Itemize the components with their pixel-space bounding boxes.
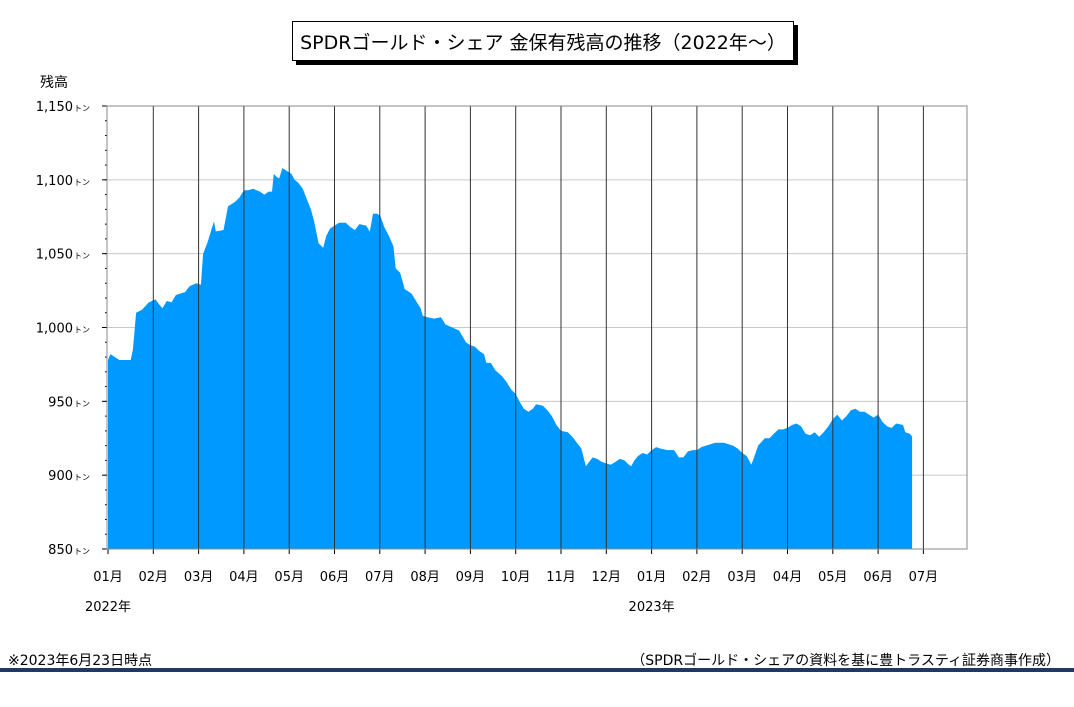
vertical-gridlines	[152, 106, 924, 549]
x-tick-label: 09月	[456, 570, 486, 585]
y-tick-label: 950	[48, 395, 73, 410]
x-tick-label: 07月	[909, 570, 939, 585]
x-tick-label: 07月	[365, 570, 395, 585]
year-label: 2022年	[85, 600, 131, 615]
x-tick-label: 05月	[274, 570, 304, 585]
y-tick-unit: トン	[74, 473, 90, 482]
chart-title-text: SPDRゴールド・シェア 金保有残高の推移（2022年～）	[300, 31, 786, 54]
x-tick-label: 12月	[592, 570, 622, 585]
x-tick-label: 03月	[184, 570, 214, 585]
y-tick-label: 1,100	[36, 174, 73, 189]
x-tick-label: 01月	[637, 570, 667, 585]
y-tick-unit: トン	[74, 399, 90, 408]
x-tick-label: 01月	[93, 570, 123, 585]
x-tick-label: 06月	[320, 570, 350, 585]
y-tick-label: 1,050	[36, 248, 73, 263]
x-axis-ticks: 01月 02月 03月 04月 05月 06月 07月 08月 09月 10月 11月 12月 01月 0…	[85, 549, 938, 615]
y-tick-unit: トン	[74, 252, 90, 261]
y-tick-unit: トン	[74, 326, 90, 335]
bottom-divider	[0, 668, 1074, 672]
holdings-area	[108, 168, 913, 549]
y-tick-unit: トン	[74, 178, 90, 187]
x-tick-label: 03月	[727, 570, 757, 585]
x-tick-label: 10月	[501, 570, 531, 585]
y-tick-label: 1,000	[36, 322, 73, 337]
y-tick-unit: トン	[74, 104, 90, 113]
x-tick-label: 08月	[410, 570, 440, 585]
y-tick-unit: トン	[74, 547, 90, 556]
y-tick-label: 900	[48, 469, 73, 484]
x-tick-label: 05月	[818, 570, 848, 585]
year-label: 2023年	[629, 600, 675, 615]
plot-border	[106, 105, 968, 550]
chart-title: SPDRゴールド・シェア 金保有残高の推移（2022年～）	[292, 21, 794, 61]
footnote-date: ※2023年6月23日時点	[8, 653, 153, 669]
footnote-source: （SPDRゴールド・シェアの資料を基に豊トラスティ証券商事作成）	[631, 653, 1060, 669]
x-tick-label: 02月	[139, 570, 169, 585]
x-tick-label: 04月	[773, 570, 803, 585]
y-axis-label: 残高	[40, 75, 68, 91]
y-tick-label: 850	[48, 543, 73, 558]
x-tick-label: 04月	[229, 570, 259, 585]
x-tick-label: 06月	[863, 570, 893, 585]
x-tick-label: 02月	[682, 570, 712, 585]
y-tick-label: 1,150	[36, 100, 73, 115]
x-tick-label: 11月	[546, 570, 576, 585]
